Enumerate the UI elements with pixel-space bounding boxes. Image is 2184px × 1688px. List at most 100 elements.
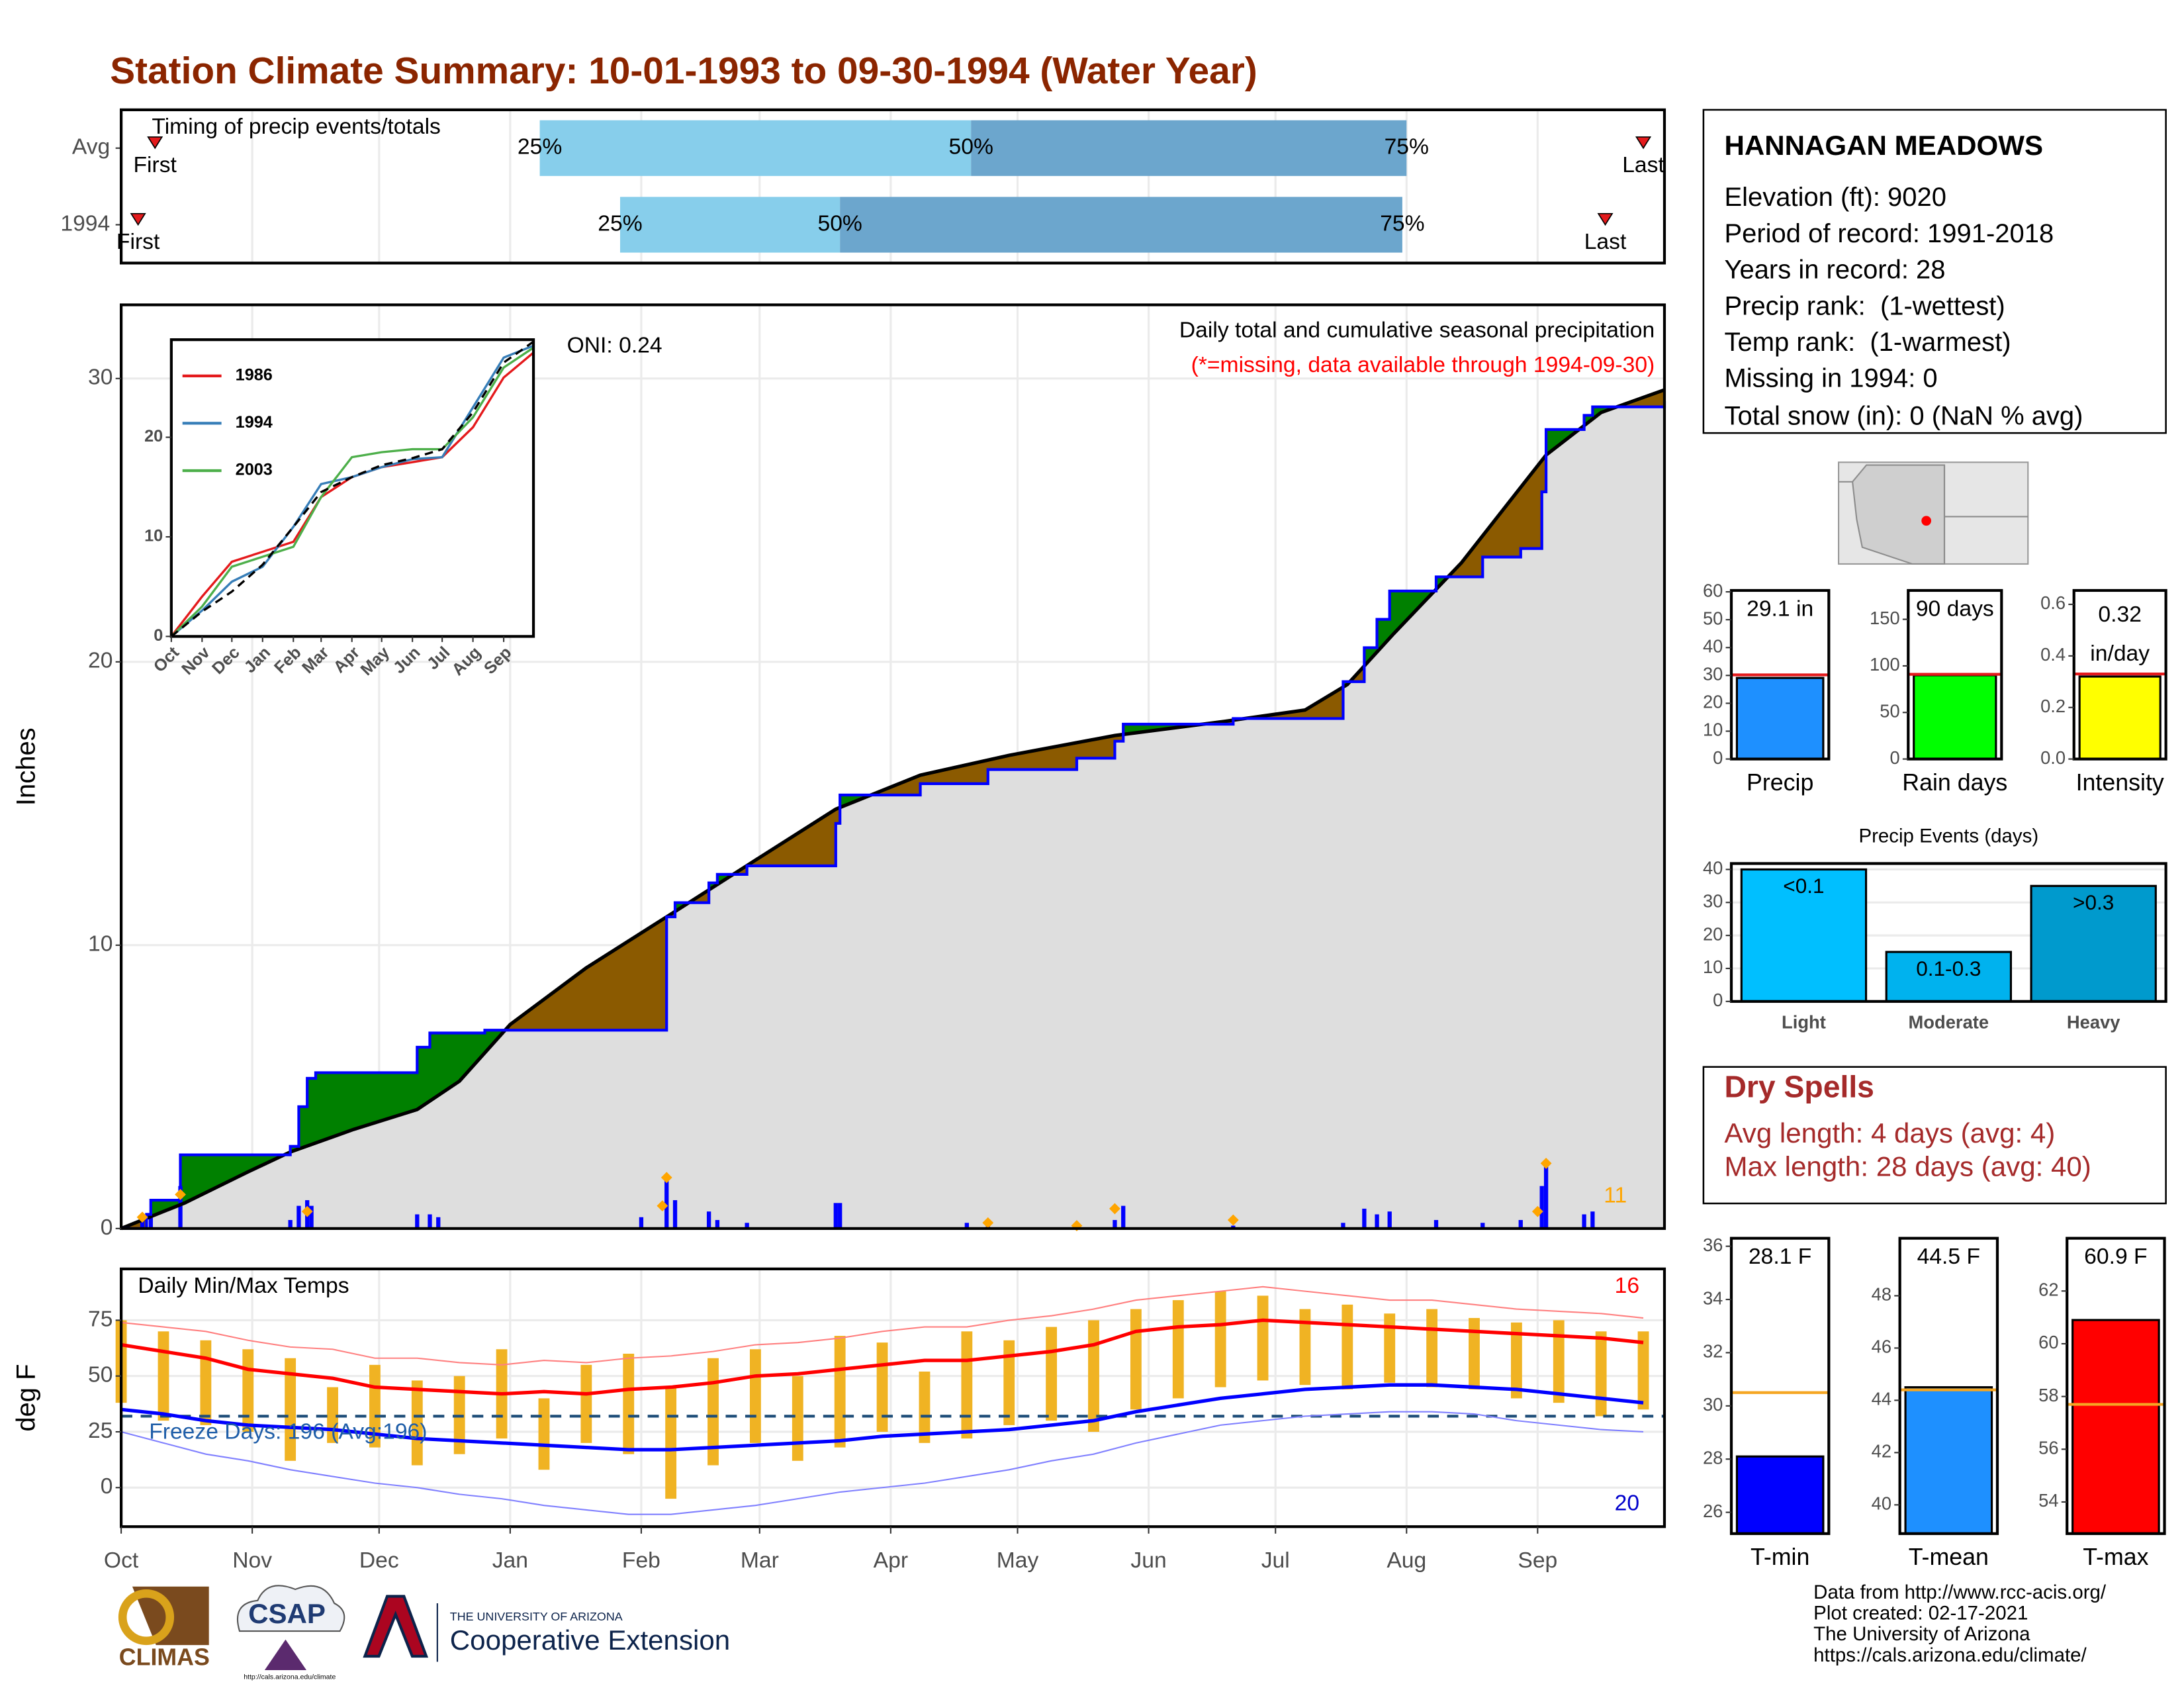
daily-bar	[1518, 1220, 1523, 1229]
temp-bar	[1130, 1309, 1142, 1410]
y-tick-label: 0.2	[2040, 696, 2066, 716]
temp-bar	[623, 1353, 635, 1454]
temp-line	[120, 1383, 1644, 1452]
bar-label: >0.3	[2073, 890, 2114, 914]
daily-bar	[1590, 1211, 1595, 1229]
category-label: Precip	[1747, 769, 1813, 796]
temp-bar	[1214, 1291, 1226, 1387]
source-line: Data from http://www.rcc-acis.org/	[1813, 1581, 2107, 1603]
x-tick-label: Jun	[1130, 1548, 1166, 1573]
base-area	[121, 401, 1664, 1229]
plot-border	[1729, 862, 2167, 1003]
x-tick-label: Apr	[874, 1548, 908, 1573]
info-line: Elevation (ft): 9020	[1724, 183, 1946, 212]
legend-label: 2003	[236, 461, 273, 479]
x-tick-label: Nov	[232, 1548, 272, 1573]
x-tick-label: Aug	[1387, 1548, 1426, 1573]
temp-bar	[1469, 1318, 1480, 1389]
y-tick-label: 28	[1703, 1447, 1723, 1468]
y-tick-label: 40	[1703, 635, 1723, 656]
y-tick-label: 10	[88, 932, 113, 957]
y-tick-label: 0	[101, 1474, 113, 1499]
daily-bar	[178, 1186, 183, 1229]
daily-bar	[1543, 1166, 1549, 1229]
temp-bar	[285, 1358, 296, 1461]
timing-marker	[147, 136, 163, 150]
temp-bar	[1257, 1295, 1269, 1381]
daily-bar	[838, 1203, 842, 1229]
daily-bar	[415, 1214, 420, 1229]
record-marker	[657, 1200, 668, 1212]
marker-label: First	[116, 230, 160, 254]
daily-bar	[309, 1205, 314, 1229]
y-tick-label: 100	[1870, 654, 1900, 675]
quantile-label: 50%	[817, 211, 862, 236]
info-line: Precip rank: (1-wettest)	[1724, 291, 2005, 320]
marker-label: First	[133, 153, 177, 177]
temp-bar	[1426, 1309, 1438, 1387]
climas-logo	[118, 1589, 175, 1646]
x-tick-label: Jul	[1261, 1548, 1290, 1573]
daily-bar	[745, 1223, 749, 1229]
quantile-label: 25%	[518, 135, 562, 160]
temp-bar	[665, 1387, 677, 1499]
legend-label: 1986	[236, 366, 273, 385]
panel-title: Timing of precip events/totals	[152, 115, 440, 139]
temp-bar	[1172, 1300, 1184, 1399]
temp-bar	[1299, 1309, 1311, 1385]
quantile-label: 25%	[598, 211, 642, 236]
y-tick-label: 36	[1703, 1235, 1723, 1255]
temp-bar	[200, 1340, 212, 1425]
footer: Data from http://www.rcc-acis.org/ Plot …	[118, 1581, 2107, 1681]
value-label: 60.9 F	[2084, 1244, 2147, 1269]
timing-marker	[1635, 136, 1652, 150]
bar-label: <0.1	[1783, 874, 1824, 898]
marker-label: Last	[1584, 230, 1627, 254]
high-count: 16	[1615, 1274, 1639, 1298]
daily-bar	[1375, 1214, 1379, 1229]
temp-bar	[158, 1331, 169, 1421]
y-tick-label: 25	[88, 1419, 113, 1443]
info-line: Missing in 1994: 0	[1724, 364, 1937, 393]
y-tick-label: 0.6	[2040, 592, 2066, 613]
daily-bar	[1480, 1223, 1485, 1229]
x-tick-label: Mar	[741, 1548, 779, 1573]
x-tick-label: Sep	[1518, 1548, 1557, 1573]
x-tick-label: Oct	[104, 1548, 139, 1573]
y-axis-title: deg F	[12, 1364, 41, 1431]
temp-line	[120, 1318, 1644, 1396]
plot-border	[2072, 588, 2167, 761]
y-tick-label: 50	[1703, 608, 1723, 628]
y-tick-label: 20	[88, 649, 113, 673]
y-tick-label: 30	[1703, 1394, 1723, 1415]
x-tick-label: May	[997, 1548, 1039, 1573]
y-tick-label: 42	[1872, 1441, 1891, 1462]
y-tick-label: 0	[101, 1215, 113, 1240]
y-tick-label: 30	[88, 365, 113, 390]
plot-border	[1729, 1237, 1831, 1535]
temp-bar	[1553, 1320, 1565, 1403]
category-label: Moderate	[1909, 1012, 1989, 1033]
inset-line	[170, 340, 535, 637]
y-tick-label: 30	[1703, 664, 1723, 684]
info-line: Period of record: 1991-2018	[1724, 219, 2054, 248]
y-tick-label: 20	[1703, 923, 1723, 944]
temp-bar	[1003, 1340, 1015, 1425]
bar-label: 0.1-0.3	[1916, 957, 1981, 980]
y-tick-label: 54	[2038, 1490, 2058, 1511]
station-dot	[1921, 516, 1932, 526]
temp-bar	[961, 1331, 973, 1439]
row-label: 1994	[60, 211, 110, 236]
record-marker	[1109, 1203, 1120, 1215]
temp-line	[120, 1411, 1644, 1515]
y-tick-label: 20	[1703, 692, 1723, 712]
x-tick-label: Jan	[492, 1548, 528, 1573]
y-tick-label: 0	[1713, 990, 1723, 1010]
y-tick-label: 10	[1703, 957, 1723, 977]
category-label: Heavy	[2067, 1012, 2120, 1033]
record-marker	[136, 1211, 148, 1223]
value-label: 90 days	[1916, 596, 1994, 621]
category-label: T-mean	[1909, 1544, 1989, 1570]
panel-title: Precip Events (days)	[1858, 825, 2038, 847]
y-tick-label: 75	[88, 1307, 113, 1331]
